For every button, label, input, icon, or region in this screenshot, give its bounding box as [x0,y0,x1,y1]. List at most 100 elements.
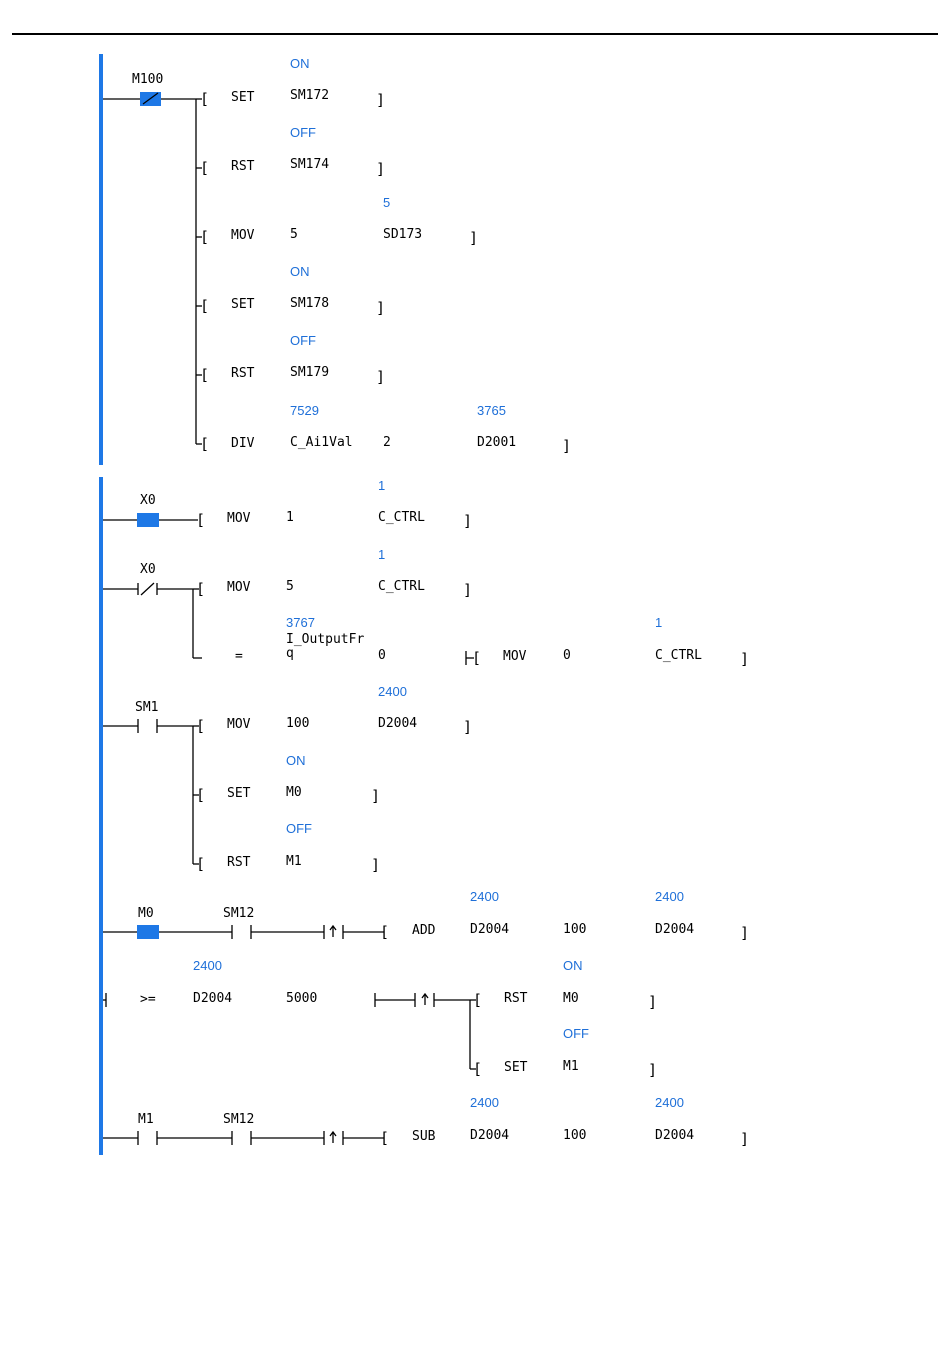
operand[interactable]: 0 [378,648,386,663]
instruction-mnemonic: MOV [227,580,251,595]
operand-value: ON [563,958,583,973]
operand[interactable]: D2004 [655,1128,695,1143]
operand[interactable]: SM174 [290,157,330,172]
compare-operator: = [235,649,243,664]
instruction-mnemonic: SUB [412,1129,436,1144]
operand[interactable]: C_Ai1Val [290,435,353,450]
instruction-mnemonic: MOV [227,717,251,732]
operand[interactable]: D2004 [378,716,418,731]
operand-value: 5 [383,195,391,210]
operand[interactable]: D2004 [470,1128,510,1143]
rising-edge-icon [329,1130,337,1143]
operand[interactable]: M1 [563,1059,579,1074]
rung-1-wiring [103,98,202,445]
contact-m100-icon[interactable] [140,92,161,106]
bracket-close: ] [463,581,473,599]
bracket-close: ] [376,160,386,178]
operand[interactable]: I_OutputFr q [286,632,365,661]
bracket-open: [ [196,717,206,735]
bracket-open: [ [200,366,210,384]
contact-label: M1 [138,1112,154,1127]
operand-value: OFF [290,333,316,348]
operand[interactable]: 5000 [286,991,318,1006]
bracket-open: [ [196,855,206,873]
operand[interactable]: SM178 [290,296,330,311]
bracket-close: ] [740,1130,750,1148]
rising-edge-icon [329,924,337,937]
rung-3-wiring [103,582,474,665]
operand-value: 1 [655,615,663,630]
contact-label: SM12 [223,1112,255,1127]
instruction-mnemonic: ADD [412,923,436,938]
operand[interactable]: SD173 [383,227,423,242]
operand[interactable]: M1 [286,854,302,869]
contact-m0-no-icon[interactable] [137,925,159,939]
operand-value: 3767 [286,615,315,630]
rung-7-wiring [103,1131,384,1145]
bracket-close: ] [371,787,381,805]
operand[interactable]: 1 [286,510,294,525]
bracket-close: ] [463,718,473,736]
operand-value: OFF [286,821,312,836]
operand[interactable]: M0 [563,991,579,1006]
instruction-mnemonic: RST [504,991,528,1006]
contact-label: M0 [138,906,154,921]
operand[interactable]: 5 [290,227,298,242]
bracket-open: [ [200,90,210,108]
operand-value: 2400 [655,1095,684,1110]
operand-value: 1 [378,478,386,493]
bracket-open: [ [196,511,206,529]
rung-5-wiring [103,925,384,939]
bracket-close: ] [469,229,479,247]
operand[interactable]: D2004 [193,991,233,1006]
operand-value: 3765 [477,403,506,418]
instruction-mnemonic: RST [231,159,255,174]
instruction-mnemonic: SET [227,786,251,801]
contact-x0-no-icon[interactable] [137,513,159,527]
instruction-mnemonic: RST [231,366,255,381]
operand[interactable]: C_CTRL [378,579,425,594]
power-rail-2 [99,477,103,1155]
bracket-open: [ [200,297,210,315]
operand[interactable]: D2004 [655,922,695,937]
instruction-mnemonic: MOV [231,228,255,243]
operand[interactable]: C_CTRL [655,648,702,663]
instruction-mnemonic: DIV [231,436,255,451]
operand-value: OFF [290,125,316,140]
operand-value: 2400 [193,958,222,973]
operand-value: ON [290,264,310,279]
operand[interactable]: D2001 [477,435,517,450]
power-rail-1 [99,54,103,465]
instruction-mnemonic: SET [231,90,255,105]
operand-value: 7529 [290,403,319,418]
bracket-open: [ [473,1060,483,1078]
instruction-mnemonic: SET [504,1060,528,1075]
contact-label: M100 [132,72,164,87]
operand[interactable]: 100 [286,716,310,731]
rung-4-wiring [103,719,199,865]
bracket-close: ] [740,650,750,668]
bracket-close: ] [463,512,473,530]
operand[interactable]: SM172 [290,88,330,103]
bracket-close: ] [371,856,381,874]
operand[interactable]: 0 [563,648,571,663]
operand-value: 2400 [378,684,407,699]
operand-value: 2400 [655,889,684,904]
operand[interactable]: 5 [286,579,294,594]
operand[interactable]: C_CTRL [378,510,425,525]
bracket-close: ] [376,299,386,317]
bracket-open: [ [200,228,210,246]
bracket-close: ] [376,368,386,386]
bracket-open: [ [380,1129,390,1147]
contact-label: SM1 [135,700,159,715]
operand[interactable]: 100 [563,1128,587,1143]
operand[interactable]: 2 [383,435,391,450]
bracket-open: [ [196,786,206,804]
operand[interactable]: 100 [563,922,587,937]
operand[interactable]: SM179 [290,365,330,380]
operand[interactable]: D2004 [470,922,510,937]
operand-value: 1 [378,547,386,562]
operand[interactable]: M0 [286,785,302,800]
instruction-mnemonic: MOV [503,649,527,664]
